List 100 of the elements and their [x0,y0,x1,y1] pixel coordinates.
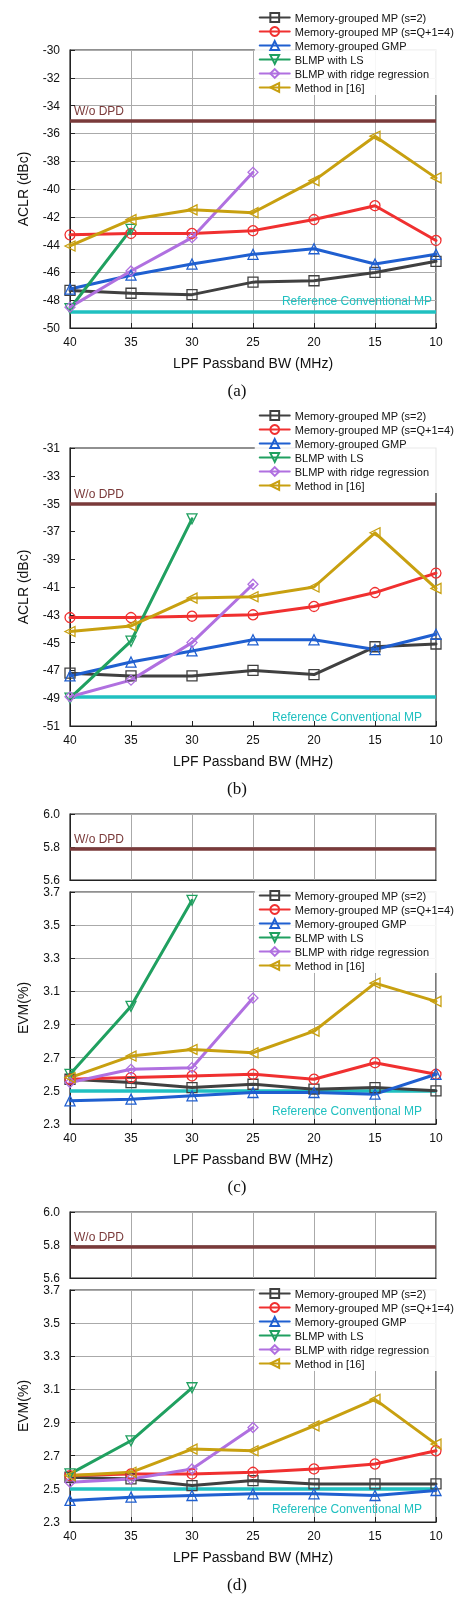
point [308,1463,320,1475]
point [430,1445,442,1457]
x-tick-label: 30 [185,733,199,747]
point [64,1076,76,1089]
point [125,1435,137,1447]
y-tick-label: -39 [42,552,61,567]
y-tick-label: -49 [42,691,61,706]
text: (d) [227,1575,247,1594]
point [247,276,259,288]
legend-label: BLMP with LS [294,1329,364,1342]
y-tick-label: 2.7 [43,1050,61,1065]
point [186,645,198,657]
x-axis-title: LPF Passband BW (MHz) [172,1151,334,1167]
legend-label: Method in [16] [294,81,365,94]
y-tick-label: 3.3 [43,1349,61,1364]
point [308,668,320,681]
legend-label: Memory-grouped MP (s=2) [294,409,427,422]
y-tick-label: -43 [42,607,61,622]
point [186,1443,198,1455]
legend-label: Memory-grouped GMP [294,437,407,450]
legend-label: Memory-grouped MP (s=Q+1=4) [294,1301,454,1314]
y-tick-label: 3.1 [43,1382,61,1397]
y-tick-label: 3.3 [43,951,61,966]
y-tick-label: -40 [42,182,61,196]
ref-line-label: Reference Conventional MP [271,1501,422,1516]
x-tick-label: 15 [368,335,382,349]
point [64,1068,76,1080]
legend-label: Method in [16] [294,1357,365,1370]
x-tick-label: 40 [63,335,77,349]
point [247,1086,259,1099]
point [430,628,442,640]
point [430,234,442,247]
point [247,664,259,677]
point [64,611,76,624]
point [186,513,198,525]
x-tick-label: 40 [63,733,77,747]
point [247,634,259,646]
y-tick-label: -47 [42,663,61,678]
y-tick-label: -44 [42,237,61,252]
point [430,172,442,184]
x-tick-label: 30 [185,335,199,349]
point [308,1488,320,1500]
y-tick-label: 2.3 [43,1515,61,1529]
point [125,674,137,686]
point [247,1466,259,1478]
point [186,1070,198,1082]
point [308,1073,320,1085]
point [125,611,137,624]
point [308,1478,320,1490]
point [308,213,320,226]
point [369,586,381,599]
y-tick-label: 3.7 [43,1283,61,1297]
y-tick-label: -37 [42,524,61,539]
point [430,995,442,1008]
y-tick-label: -41 [42,580,61,594]
point [247,1078,259,1090]
point [125,1063,137,1075]
ref-line-label: Reference Conventional MP [271,1103,422,1118]
point [64,1494,76,1507]
point [247,248,259,260]
point [430,1484,442,1497]
y-tick-label: 2.9 [43,1017,61,1032]
point [430,255,442,267]
y-tick-label: 2.7 [43,1448,61,1463]
y-tick-label: 5.8 [43,1238,61,1252]
point [186,1468,198,1480]
point [308,600,320,613]
legend-label: Memory-grouped MP (s=Q+1=4) [294,423,454,436]
y-tick-label: 2.5 [43,1481,61,1496]
point [186,610,198,622]
point [430,1438,442,1450]
x-tick-label: 35 [124,1131,138,1145]
legend-label: Memory-grouped MP (s=2) [294,11,427,24]
y-tick-label: -30 [42,43,61,57]
point [247,1474,259,1487]
y-tick-label: -48 [42,293,61,308]
point [186,1090,198,1102]
x-tick-label: 25 [246,335,260,349]
legend-label: BLMP with ridge regression [294,1343,430,1356]
point [125,269,137,281]
point [64,625,76,638]
point [125,1000,137,1012]
x-axis-title: LPF Passband BW (MHz) [172,753,334,769]
legend-label: Memory-grouped GMP [294,1315,407,1328]
y-tick-label: -38 [42,154,61,169]
point [125,265,137,277]
point [369,1489,381,1502]
point [369,527,381,539]
y-tick-label: 3.5 [43,1316,61,1331]
ref-line-label: W/o DPD [74,1229,125,1244]
point [125,656,137,668]
point [369,1081,381,1094]
x-tick-label: 20 [307,1131,321,1145]
x-tick-label: 25 [246,1131,260,1145]
y-tick-label: -42 [42,209,61,224]
text: (b) [227,779,247,798]
y-tick-label: 3.1 [43,984,61,999]
point [369,258,381,270]
y-tick-label: -35 [42,496,61,511]
ref-line-label: W/o DPD [74,103,125,118]
